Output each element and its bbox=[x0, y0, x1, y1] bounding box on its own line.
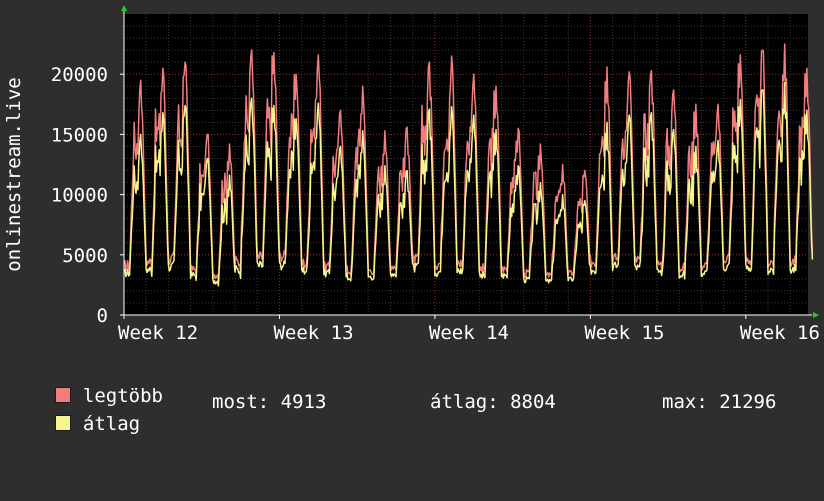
stat-now: most: 4913 bbox=[212, 391, 327, 413]
series-line-atlag bbox=[123, 81, 814, 287]
stat-average: átlag: 8804 bbox=[430, 391, 556, 413]
legend-item-avg: átlag most: 4913 átlag: 8804 max: 21296 bbox=[32, 391, 812, 435]
y-axis-title: onlinestream.live bbox=[3, 77, 25, 271]
x-tick-label: Week 12 bbox=[118, 322, 198, 344]
y-tick-label: 10000 bbox=[51, 185, 108, 207]
series-line-legtobb bbox=[123, 43, 814, 282]
y-tick-label: 15000 bbox=[51, 124, 108, 146]
x-tick-label: Week 15 bbox=[584, 322, 664, 344]
stat-max: max: 21296 bbox=[662, 391, 777, 413]
chart: 0 5000 10000 15000 20000 Week 12 Week 13 Week 1… bbox=[3, 5, 820, 344]
y-axis-arrow bbox=[121, 5, 127, 11]
x-tick-label: Week 13 bbox=[273, 322, 353, 344]
y-tick-label: 5000 bbox=[62, 245, 108, 267]
legend-swatch-avg bbox=[54, 415, 71, 431]
y-tick-label: 20000 bbox=[51, 64, 108, 86]
x-tick-label: Week 14 bbox=[429, 322, 509, 344]
y-tick-label: 0 bbox=[97, 305, 108, 327]
legend-label-avg: átlag bbox=[82, 413, 141, 435]
legend-label-max: legtöbb bbox=[82, 385, 163, 407]
legend-item-max: legtöbb bbox=[32, 363, 163, 407]
x-tick-label: Week 16 bbox=[740, 322, 820, 344]
legend-swatch-max bbox=[54, 387, 71, 403]
x-axis-arrow bbox=[813, 312, 819, 318]
